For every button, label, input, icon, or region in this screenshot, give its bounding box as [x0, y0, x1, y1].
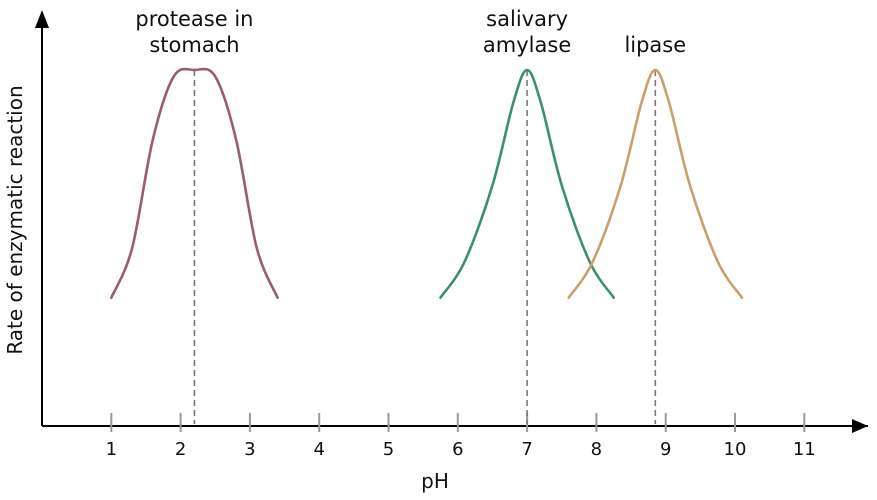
x-axis-arrow-icon — [852, 419, 868, 433]
x-tick-label: 5 — [383, 439, 394, 460]
x-tick-label: 8 — [591, 439, 602, 460]
x-tick-label: 6 — [452, 439, 463, 460]
x-tick-label: 7 — [521, 439, 532, 460]
curve-labels: protease in stomach salivary amylase lipase — [135, 7, 686, 57]
y-axis-label: Rate of enzymatic reaction — [3, 85, 27, 354]
x-tick-label: 3 — [244, 439, 255, 460]
x-tick-label: 1 — [106, 439, 117, 460]
curve-lipase — [567, 68, 744, 299]
curve-label-line: lipase — [624, 33, 686, 57]
curve-label-protease-in-stomach: protease in stomach — [135, 7, 253, 57]
x-axis-label: pH — [421, 469, 449, 493]
x-ticks: 1 2 3 4 5 6 7 8 9 10 11 — [106, 413, 816, 460]
curve-label-line: stomach — [149, 33, 239, 57]
x-tick-label: 11 — [793, 439, 816, 460]
y-axis-arrow-icon — [35, 10, 49, 28]
curves — [110, 67, 744, 299]
curve-label-line: protease in — [135, 7, 253, 31]
x-tick-label: 4 — [313, 439, 324, 460]
peak-guides — [193, 70, 657, 424]
x-tick-label: 9 — [660, 439, 671, 460]
curve-label-line: salivary — [486, 7, 568, 31]
curve-label-line: amylase — [483, 33, 571, 57]
curve-label-salivary-amylase: salivary amylase — [483, 7, 571, 57]
x-tick-label: 10 — [724, 439, 747, 460]
x-tick-label: 2 — [175, 439, 186, 460]
curve-label-lipase: lipase — [624, 33, 686, 57]
curve-protease-in-stomach — [110, 67, 279, 299]
axes — [35, 10, 868, 433]
curve-salivary-amylase — [439, 68, 615, 299]
